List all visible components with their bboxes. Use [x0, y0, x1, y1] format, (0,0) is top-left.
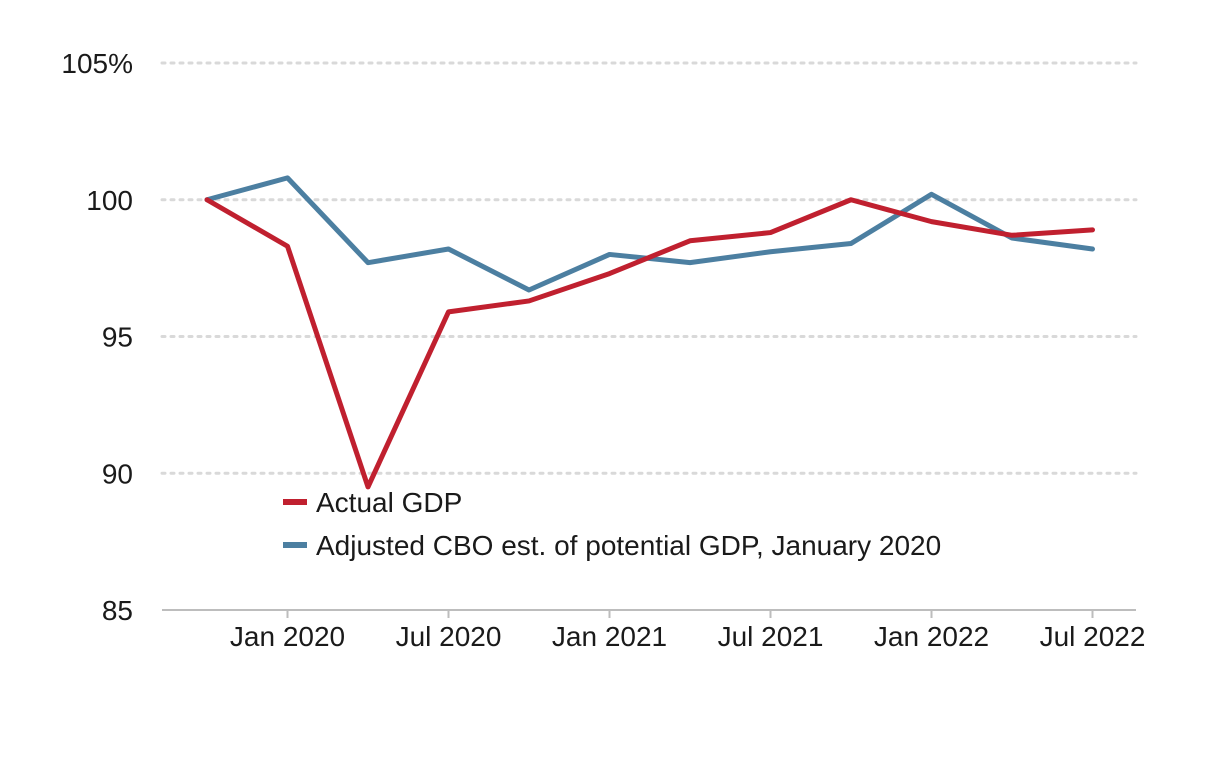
x-tick-label: Jan 2021 — [552, 621, 667, 652]
legend-label: Adjusted CBO est. of potential GDP, Janu… — [316, 530, 941, 561]
y-tick-label: 95 — [102, 322, 133, 353]
x-tick-label: Jul 2021 — [718, 621, 824, 652]
series-layer — [204, 175, 1095, 490]
x-axis: Jan 2020 Jul 2020 Jan 2021 Jul 2021 Jan 2022… — [162, 609, 1146, 652]
x-tick-label: Jan 2022 — [874, 621, 989, 652]
legend: Actual GDP Adjusted CBO est. of potential… — [283, 487, 941, 561]
series-line-actual-gdp — [204, 197, 1095, 490]
y-tick-label: 90 — [102, 458, 133, 489]
x-tick-label: Jan 2020 — [230, 621, 345, 652]
y-tick-label: 85 — [102, 595, 133, 626]
grid-layer — [160, 61, 1138, 475]
y-axis: 85 90 95 100 105% — [61, 48, 133, 626]
y-tick-label: 100 — [86, 185, 133, 216]
series-line-cbo-potential-gdp — [204, 175, 1095, 293]
y-tick-label: 105% — [61, 48, 133, 79]
x-tick-label: Jul 2022 — [1040, 621, 1146, 652]
x-tick-label: Jul 2020 — [396, 621, 502, 652]
legend-label: Actual GDP — [316, 487, 462, 518]
